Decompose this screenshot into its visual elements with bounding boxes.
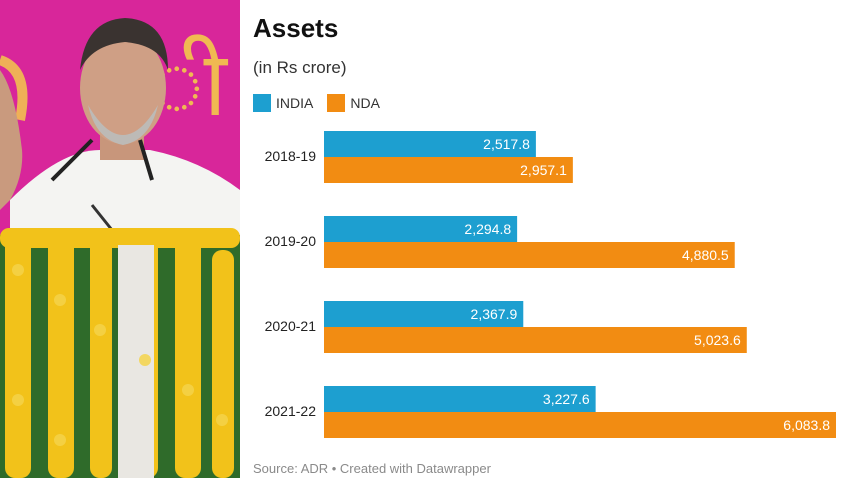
bar-value-label: 2,517.8 [483, 136, 530, 152]
source-note: Source: ADR • Created with Datawrapper [253, 461, 491, 476]
bar-chart: 2018-19 2,517.8 2,957.1 2019-20 2,294.8 4,880… [265, 131, 836, 438]
legend-label-india: INDIA [276, 95, 314, 111]
bar-value-label: 4,880.5 [682, 247, 729, 263]
bar-value-label: 6,083.8 [783, 417, 830, 433]
legend-swatch-india [253, 94, 271, 112]
speaker-photo: ी [0, 0, 240, 478]
bar-value-label: 3,227.6 [543, 391, 590, 407]
category-label: 2021-22 [265, 403, 317, 419]
category-label: 2020-21 [265, 318, 317, 334]
category-label: 2018-19 [265, 148, 317, 164]
bar-nda [324, 412, 836, 438]
legend-swatch-nda [327, 94, 346, 112]
bar-nda [324, 242, 735, 268]
category-label: 2019-20 [265, 233, 317, 249]
bar-india [324, 301, 524, 327]
bar-nda [324, 327, 747, 353]
chart-title: Assets [253, 13, 339, 43]
legend-item-nda: NDA [327, 94, 380, 112]
chart-subtitle: (in Rs crore) [253, 58, 347, 77]
bar-value-label: 2,367.9 [471, 306, 518, 322]
bar-nda [324, 157, 573, 183]
bar-india [324, 216, 518, 242]
bar-value-label: 2,957.1 [520, 162, 567, 178]
bar-value-label: 2,294.8 [464, 221, 511, 237]
legend-label-nda: NDA [350, 95, 380, 111]
chart-panel: Assets (in Rs crore) INDIA NDA 2018-19 2,… [240, 0, 850, 478]
legend: INDIA NDA [253, 94, 380, 112]
bar-india [324, 131, 536, 157]
legend-item-india: INDIA [253, 94, 313, 112]
bar-value-label: 5,023.6 [694, 332, 741, 348]
bar-india [324, 386, 596, 412]
